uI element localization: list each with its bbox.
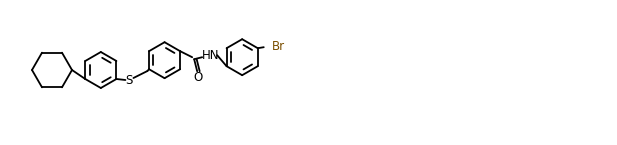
Text: HN: HN [201, 49, 219, 62]
Text: O: O [194, 71, 203, 84]
Text: S: S [126, 75, 133, 87]
Text: Br: Br [271, 40, 285, 53]
